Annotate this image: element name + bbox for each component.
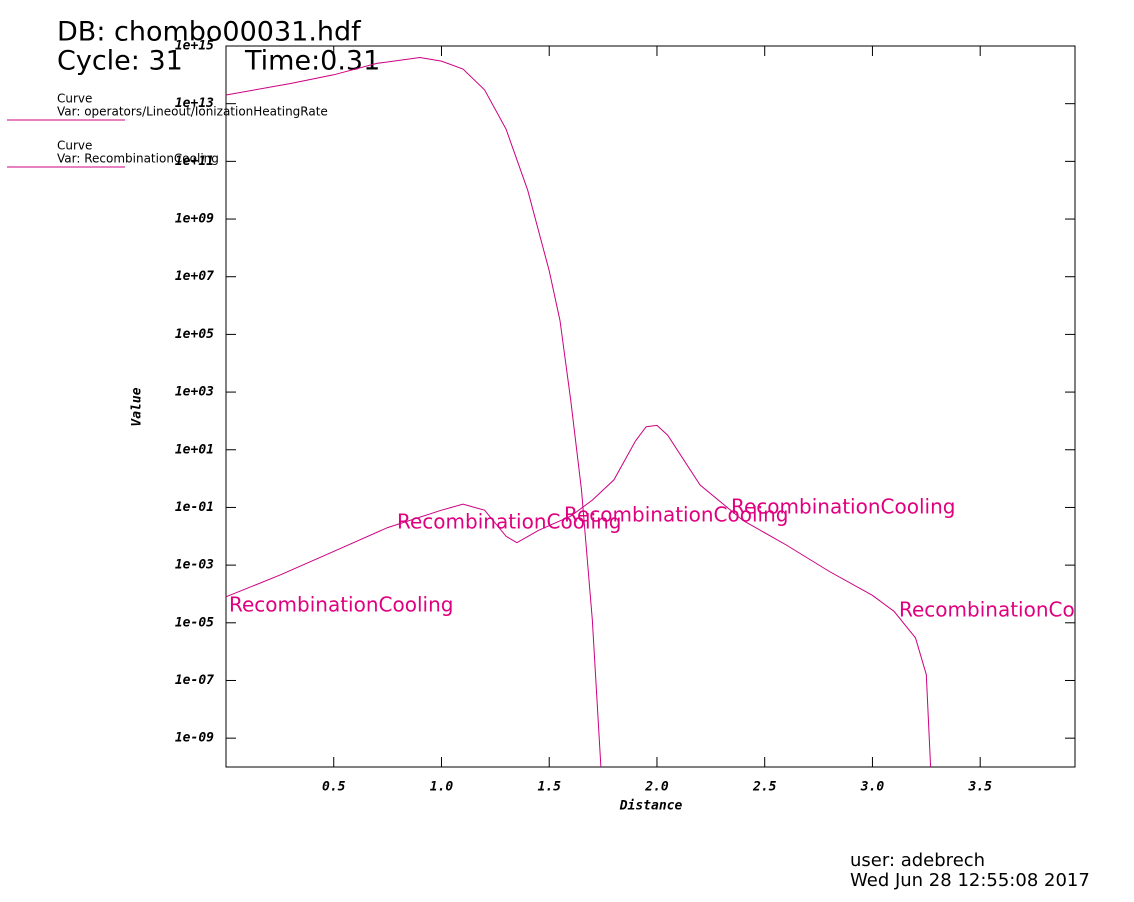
x-tick-label: 3.0	[860, 780, 885, 795]
user: user: adebrech	[850, 850, 985, 871]
x-tick-label: 0.5	[322, 780, 346, 795]
x-tick-label: 3.5	[967, 780, 992, 795]
db-title: DB: chombo00031.hdf	[57, 17, 362, 48]
annotation: RecombinationCooling	[229, 593, 453, 617]
cycle: Cycle: 31	[57, 46, 183, 77]
legend-name: Var: operators/Lineout/IonizationHeating…	[57, 105, 328, 119]
legend-name: Var: RecombinationCooling	[57, 152, 219, 166]
y-tick-label: 1e-05	[175, 615, 214, 630]
date: Wed Jun 28 12:55:08 2017	[850, 870, 1090, 891]
x-axis-title: Distance	[619, 799, 683, 814]
y-tick-label: 1e+07	[175, 269, 214, 284]
x-tick-label: 2.0	[644, 780, 669, 795]
y-tick-label: 1e+01	[175, 442, 214, 457]
y-tick-label: 1e+15	[175, 39, 214, 54]
y-tick-label: 1e-09	[175, 731, 214, 746]
y-tick-label: 1e+03	[175, 385, 214, 400]
x-tick-label: 1.5	[537, 780, 561, 795]
annotation: RecombinationCooling	[731, 495, 955, 519]
series-line	[225, 56, 602, 768]
plot-frame	[225, 45, 1076, 768]
y-tick-label: 1e+05	[175, 327, 214, 342]
y-tick-label: 1e+11	[175, 154, 214, 169]
legend-label: Curve	[57, 92, 92, 106]
y-axis-title: Value	[130, 387, 145, 426]
y-tick-label: 1e-07	[175, 673, 214, 688]
y-tick-label: 1e+13	[175, 96, 214, 111]
y-tick-label: 1e-03	[175, 558, 214, 573]
annotation: RecombinationCooling	[564, 503, 788, 527]
series-line	[225, 424, 932, 768]
y-tick-label: 1e+09	[175, 212, 214, 227]
y-tick-label: 1e-01	[175, 500, 214, 515]
annotations: RecombinationCoolingRecombinationCooling…	[229, 495, 1123, 622]
annotation: RecombinationCooling	[899, 598, 1123, 622]
time: Time:0.31	[244, 46, 380, 77]
x-tick-label: 1.0	[430, 780, 454, 795]
x-tick-label: 2.5	[752, 780, 777, 795]
legend-label: Curve	[57, 139, 92, 153]
